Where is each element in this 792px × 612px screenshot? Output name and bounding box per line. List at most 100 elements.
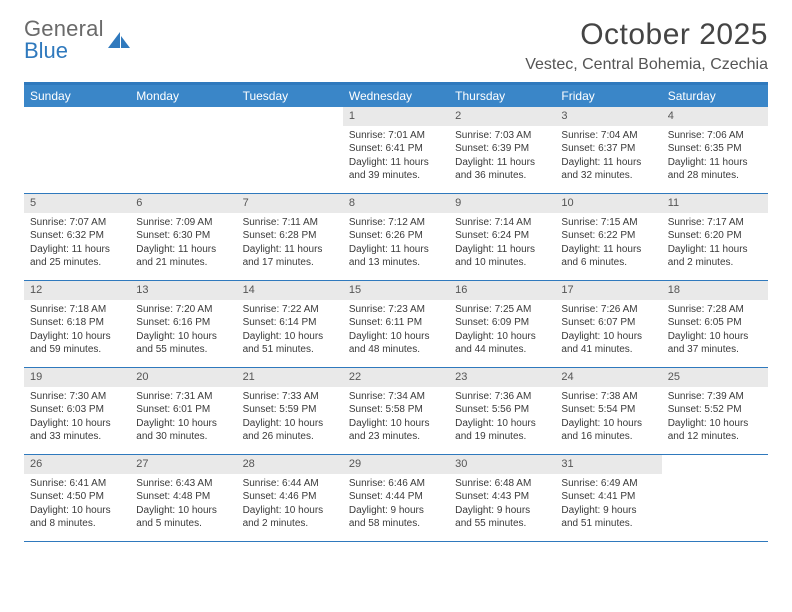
sunset-line: Sunset: 4:41 PM xyxy=(561,490,655,504)
day-body: Sunrise: 7:11 AMSunset: 6:28 PMDaylight:… xyxy=(237,213,343,275)
day-body: Sunrise: 7:17 AMSunset: 6:20 PMDaylight:… xyxy=(662,213,768,275)
calendar-page: General Blue October 2025 Vestec, Centra… xyxy=(0,0,792,560)
sunrise-line: Sunrise: 7:26 AM xyxy=(561,303,655,317)
daylight-line: Daylight: 10 hours and 5 minutes. xyxy=(136,504,230,531)
calendar-table: SundayMondayTuesdayWednesdayThursdayFrid… xyxy=(24,82,768,542)
day-cell: 27Sunrise: 6:43 AMSunset: 4:48 PMDayligh… xyxy=(130,455,236,541)
daylight-line: Daylight: 10 hours and 55 minutes. xyxy=(136,330,230,357)
day-number: 18 xyxy=(662,281,768,300)
sunset-line: Sunset: 6:01 PM xyxy=(136,403,230,417)
daylight-line: Daylight: 10 hours and 37 minutes. xyxy=(668,330,762,357)
weekday-header-cell: Saturday xyxy=(662,85,768,107)
daylight-line: Daylight: 10 hours and 12 minutes. xyxy=(668,417,762,444)
sunset-line: Sunset: 6:03 PM xyxy=(30,403,124,417)
day-number: 1 xyxy=(343,107,449,126)
day-cell: 19Sunrise: 7:30 AMSunset: 6:03 PMDayligh… xyxy=(24,368,130,454)
daylight-line: Daylight: 11 hours and 28 minutes. xyxy=(668,156,762,183)
daylight-line: Daylight: 11 hours and 6 minutes. xyxy=(561,243,655,270)
day-body: Sunrise: 7:06 AMSunset: 6:35 PMDaylight:… xyxy=(662,126,768,188)
sunrise-line: Sunrise: 7:03 AM xyxy=(455,129,549,143)
sunrise-line: Sunrise: 7:14 AM xyxy=(455,216,549,230)
daylight-line: Daylight: 11 hours and 25 minutes. xyxy=(30,243,124,270)
sunrise-line: Sunrise: 6:49 AM xyxy=(561,477,655,491)
daylight-line: Daylight: 11 hours and 2 minutes. xyxy=(668,243,762,270)
day-cell: 2Sunrise: 7:03 AMSunset: 6:39 PMDaylight… xyxy=(449,107,555,193)
day-body: Sunrise: 7:36 AMSunset: 5:56 PMDaylight:… xyxy=(449,387,555,449)
day-cell: 25Sunrise: 7:39 AMSunset: 5:52 PMDayligh… xyxy=(662,368,768,454)
day-number xyxy=(24,107,130,126)
day-cell: 18Sunrise: 7:28 AMSunset: 6:05 PMDayligh… xyxy=(662,281,768,367)
day-number: 9 xyxy=(449,194,555,213)
day-body: Sunrise: 7:31 AMSunset: 6:01 PMDaylight:… xyxy=(130,387,236,449)
sunset-line: Sunset: 4:44 PM xyxy=(349,490,443,504)
day-cell xyxy=(24,107,130,193)
day-cell: 1Sunrise: 7:01 AMSunset: 6:41 PMDaylight… xyxy=(343,107,449,193)
day-number: 27 xyxy=(130,455,236,474)
daylight-line: Daylight: 10 hours and 33 minutes. xyxy=(30,417,124,444)
day-body: Sunrise: 7:22 AMSunset: 6:14 PMDaylight:… xyxy=(237,300,343,362)
day-cell: 16Sunrise: 7:25 AMSunset: 6:09 PMDayligh… xyxy=(449,281,555,367)
sunrise-line: Sunrise: 6:44 AM xyxy=(243,477,337,491)
day-body: Sunrise: 7:33 AMSunset: 5:59 PMDaylight:… xyxy=(237,387,343,449)
day-body: Sunrise: 7:38 AMSunset: 5:54 PMDaylight:… xyxy=(555,387,661,449)
brand-logo: General Blue xyxy=(24,18,132,62)
weekday-header-cell: Wednesday xyxy=(343,85,449,107)
weekday-header-cell: Thursday xyxy=(449,85,555,107)
day-number: 13 xyxy=(130,281,236,300)
day-body: Sunrise: 7:04 AMSunset: 6:37 PMDaylight:… xyxy=(555,126,661,188)
day-cell: 12Sunrise: 7:18 AMSunset: 6:18 PMDayligh… xyxy=(24,281,130,367)
sunrise-line: Sunrise: 7:09 AM xyxy=(136,216,230,230)
day-cell: 8Sunrise: 7:12 AMSunset: 6:26 PMDaylight… xyxy=(343,194,449,280)
day-body: Sunrise: 7:39 AMSunset: 5:52 PMDaylight:… xyxy=(662,387,768,449)
sunrise-line: Sunrise: 7:01 AM xyxy=(349,129,443,143)
sunset-line: Sunset: 6:35 PM xyxy=(668,142,762,156)
sunset-line: Sunset: 6:39 PM xyxy=(455,142,549,156)
sunset-line: Sunset: 5:59 PM xyxy=(243,403,337,417)
daylight-line: Daylight: 10 hours and 19 minutes. xyxy=(455,417,549,444)
sunrise-line: Sunrise: 7:07 AM xyxy=(30,216,124,230)
daylight-line: Daylight: 10 hours and 16 minutes. xyxy=(561,417,655,444)
sunrise-line: Sunrise: 7:23 AM xyxy=(349,303,443,317)
daylight-line: Daylight: 11 hours and 17 minutes. xyxy=(243,243,337,270)
sunrise-line: Sunrise: 7:38 AM xyxy=(561,390,655,404)
week-row: 19Sunrise: 7:30 AMSunset: 6:03 PMDayligh… xyxy=(24,368,768,455)
brand-sail-icon xyxy=(106,30,132,52)
daylight-line: Daylight: 11 hours and 39 minutes. xyxy=(349,156,443,183)
day-number: 10 xyxy=(555,194,661,213)
day-number: 22 xyxy=(343,368,449,387)
sunrise-line: Sunrise: 6:46 AM xyxy=(349,477,443,491)
week-row: 26Sunrise: 6:41 AMSunset: 4:50 PMDayligh… xyxy=(24,455,768,542)
day-body: Sunrise: 7:28 AMSunset: 6:05 PMDaylight:… xyxy=(662,300,768,362)
sunset-line: Sunset: 6:20 PM xyxy=(668,229,762,243)
day-cell: 6Sunrise: 7:09 AMSunset: 6:30 PMDaylight… xyxy=(130,194,236,280)
day-cell: 3Sunrise: 7:04 AMSunset: 6:37 PMDaylight… xyxy=(555,107,661,193)
day-number: 6 xyxy=(130,194,236,213)
sunrise-line: Sunrise: 7:30 AM xyxy=(30,390,124,404)
daylight-line: Daylight: 10 hours and 51 minutes. xyxy=(243,330,337,357)
day-cell: 28Sunrise: 6:44 AMSunset: 4:46 PMDayligh… xyxy=(237,455,343,541)
day-number: 5 xyxy=(24,194,130,213)
day-number: 2 xyxy=(449,107,555,126)
day-number: 12 xyxy=(24,281,130,300)
sunset-line: Sunset: 4:46 PM xyxy=(243,490,337,504)
sunrise-line: Sunrise: 7:28 AM xyxy=(668,303,762,317)
page-header: General Blue October 2025 Vestec, Centra… xyxy=(24,18,768,74)
sunrise-line: Sunrise: 7:20 AM xyxy=(136,303,230,317)
day-cell: 17Sunrise: 7:26 AMSunset: 6:07 PMDayligh… xyxy=(555,281,661,367)
day-body: Sunrise: 6:43 AMSunset: 4:48 PMDaylight:… xyxy=(130,474,236,536)
day-body: Sunrise: 7:23 AMSunset: 6:11 PMDaylight:… xyxy=(343,300,449,362)
day-cell xyxy=(662,455,768,541)
location-subtitle: Vestec, Central Bohemia, Czechia xyxy=(525,56,768,74)
sunset-line: Sunset: 6:11 PM xyxy=(349,316,443,330)
day-body: Sunrise: 7:30 AMSunset: 6:03 PMDaylight:… xyxy=(24,387,130,449)
week-row: 5Sunrise: 7:07 AMSunset: 6:32 PMDaylight… xyxy=(24,194,768,281)
sunset-line: Sunset: 4:43 PM xyxy=(455,490,549,504)
day-number: 11 xyxy=(662,194,768,213)
sunrise-line: Sunrise: 7:36 AM xyxy=(455,390,549,404)
weekday-header-cell: Monday xyxy=(130,85,236,107)
day-body: Sunrise: 7:07 AMSunset: 6:32 PMDaylight:… xyxy=(24,213,130,275)
day-number: 7 xyxy=(237,194,343,213)
sunset-line: Sunset: 6:16 PM xyxy=(136,316,230,330)
day-body: Sunrise: 7:34 AMSunset: 5:58 PMDaylight:… xyxy=(343,387,449,449)
day-cell: 22Sunrise: 7:34 AMSunset: 5:58 PMDayligh… xyxy=(343,368,449,454)
